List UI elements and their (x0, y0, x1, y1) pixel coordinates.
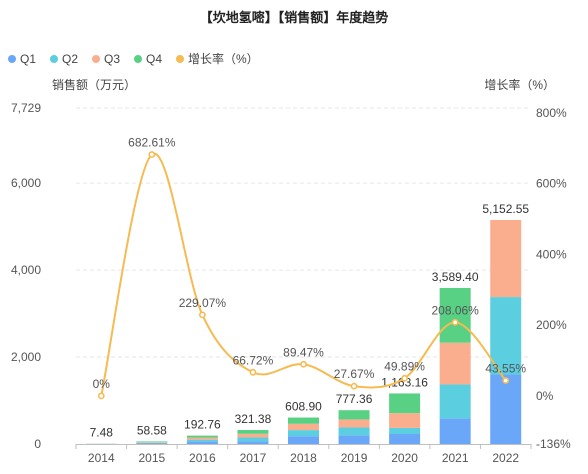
bar-q2[interactable] (136, 443, 167, 444)
growth-point[interactable] (200, 312, 205, 317)
bar-q3[interactable] (237, 434, 268, 438)
total-value-label: 608.90 (285, 400, 322, 414)
bar-q2[interactable] (187, 440, 218, 442)
growth-point[interactable] (301, 362, 306, 367)
total-value-label: 7.48 (90, 426, 114, 440)
legend-item[interactable]: Q1 (8, 52, 36, 66)
growth-value-label: 66.72% (233, 353, 274, 367)
y-right-tick-label: 600% (536, 177, 567, 191)
legend-label: Q3 (104, 52, 120, 66)
y-left-tick-label: 0 (34, 437, 41, 451)
right-axis-title: 增长率（%） (484, 77, 555, 92)
y-right-tick-label: -136% (536, 437, 571, 451)
legend-marker (50, 55, 58, 63)
growth-point[interactable] (351, 384, 356, 389)
bar-q2[interactable] (389, 428, 420, 434)
bar-q1[interactable] (490, 374, 521, 444)
total-value-label: 777.36 (336, 392, 373, 406)
legend-item[interactable]: 增长率（%） (176, 51, 259, 66)
legend-label: Q2 (62, 52, 78, 66)
total-value-label: 192.76 (184, 418, 221, 432)
bar-q1[interactable] (389, 434, 420, 444)
x-axis: 2014 2015 2016 2017 2018 2019 2020 2021 2022 (76, 444, 531, 465)
bar-q4[interactable] (136, 441, 167, 442)
growth-value-label: 208.06% (431, 303, 479, 317)
legend: Q1 Q2 Q3 Q4 增长率（%） (8, 51, 259, 66)
bar-q4[interactable] (187, 436, 218, 438)
x-tick-label: 2020 (391, 451, 418, 465)
bar-q1[interactable] (187, 442, 218, 444)
growth-value-label: 27.67% (334, 367, 375, 381)
bar-q3[interactable] (389, 413, 420, 428)
growth-value-label: 229.07% (179, 296, 227, 310)
growth-point[interactable] (250, 370, 255, 375)
growth-point[interactable] (453, 320, 458, 325)
total-value-label: 58.58 (137, 423, 167, 437)
bar-q1[interactable] (237, 441, 268, 444)
bar-q3[interactable] (339, 419, 370, 427)
bar-q1[interactable] (136, 443, 167, 444)
legend-item[interactable]: Q3 (92, 52, 120, 66)
total-value-label: 321.38 (235, 412, 272, 426)
bar-q3[interactable] (136, 442, 167, 443)
legend-marker (176, 55, 184, 63)
x-tick-label: 2016 (189, 451, 216, 465)
y-left-tick-label: 6,000 (11, 176, 41, 190)
growth-value-label: 682.61% (128, 136, 176, 150)
legend-marker (134, 55, 142, 63)
x-tick-label: 2019 (341, 451, 368, 465)
left-axis-title: 销售额（万元） (52, 77, 136, 92)
growth-point[interactable] (402, 376, 407, 381)
bar-q1[interactable] (339, 435, 370, 444)
legend-item[interactable]: Q2 (50, 52, 78, 66)
bar-q1[interactable] (288, 436, 319, 444)
y-left-tick-label: 7,729 (11, 101, 41, 115)
legend-marker (92, 55, 100, 63)
bar-q3[interactable] (440, 343, 471, 385)
growth-point[interactable] (503, 378, 508, 383)
growth-value-label: 0% (93, 377, 111, 391)
y-right-tick-label: 0% (536, 389, 554, 403)
legend-label: Q1 (20, 52, 36, 66)
x-tick-label: 2018 (290, 451, 317, 465)
bar-q4[interactable] (389, 393, 420, 413)
bar-q3[interactable] (288, 424, 319, 430)
y-right-tick-label: 800% (536, 106, 567, 120)
x-tick-label: 2017 (240, 451, 267, 465)
right-axis-ticks: 800% 600% 400% 200% 0% -136% (536, 106, 571, 451)
total-value-label: 3,589.40 (432, 270, 479, 284)
growth-value-label: 49.89% (384, 359, 425, 373)
legend-marker (8, 55, 16, 63)
bar-q2[interactable] (339, 427, 370, 435)
bar-q4[interactable] (288, 418, 319, 424)
y-right-tick-label: 400% (536, 247, 567, 261)
bar-q3[interactable] (187, 437, 218, 439)
growth-value-label: 89.47% (283, 345, 324, 359)
bar-q2[interactable] (440, 384, 471, 418)
bar-q2[interactable] (288, 430, 319, 436)
bar-q2[interactable] (237, 437, 268, 441)
left-axis-ticks: 7,729 6,000 4,000 2,000 0 (11, 101, 41, 451)
total-value-label: 5,152.55 (482, 202, 529, 216)
x-tick-label: 2015 (138, 451, 165, 465)
growth-point[interactable] (99, 393, 104, 398)
growth-value-label: 43.55% (485, 362, 526, 376)
x-tick-label: 2022 (492, 451, 519, 465)
chart-title: 【坎地氢嘧】【销售额】年度趋势 (200, 10, 389, 25)
y-left-tick-label: 2,000 (11, 350, 41, 364)
bar-q4[interactable] (237, 430, 268, 434)
x-tick-label: 2014 (88, 451, 115, 465)
legend-label: Q4 (146, 52, 162, 66)
bar-q3[interactable] (490, 220, 521, 297)
legend-label: 增长率（%） (188, 51, 259, 66)
x-tick-label: 2021 (442, 451, 469, 465)
growth-point[interactable] (149, 152, 154, 157)
y-left-tick-label: 4,000 (11, 263, 41, 277)
y-right-tick-label: 200% (536, 318, 567, 332)
legend-item[interactable]: Q4 (134, 52, 162, 66)
bar-q4[interactable] (339, 410, 370, 419)
bar-q1[interactable] (440, 418, 471, 444)
